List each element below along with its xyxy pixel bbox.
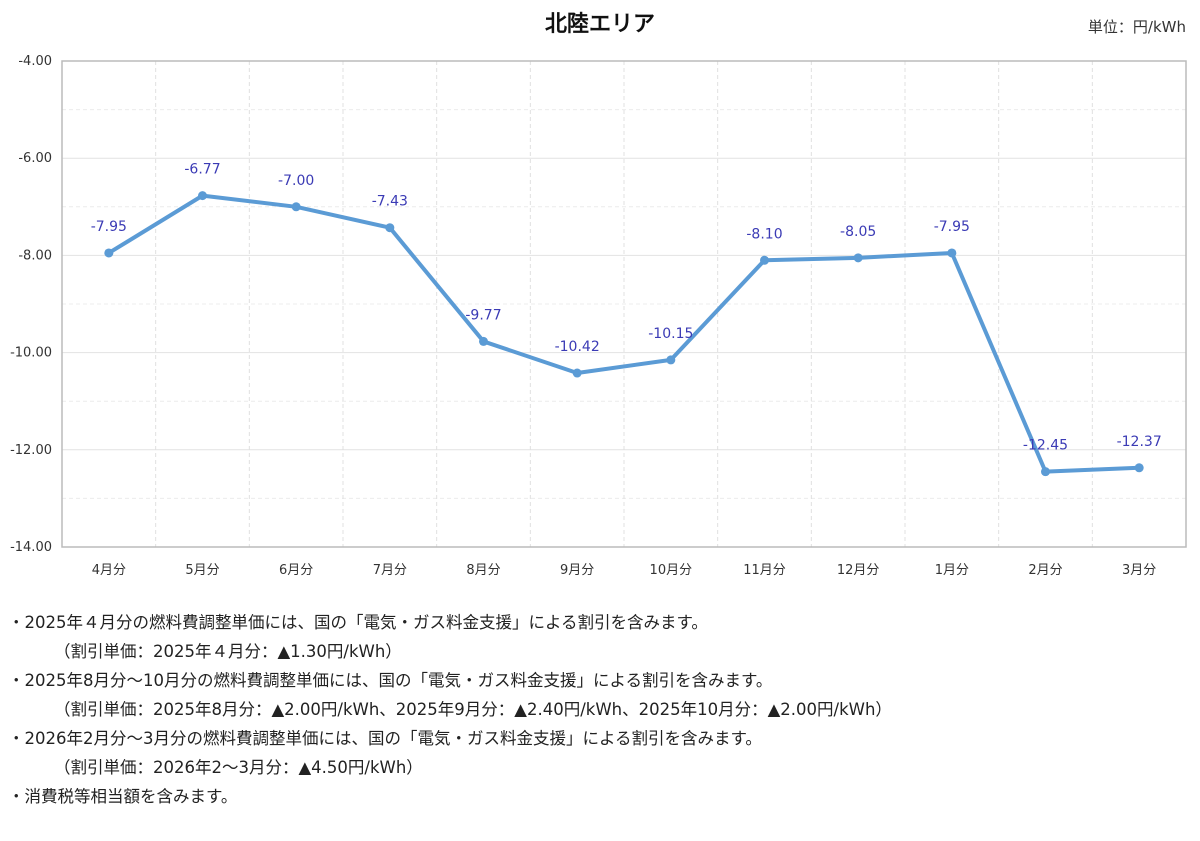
data-point (291, 202, 301, 212)
x-tick-label: 7月分 (373, 563, 407, 578)
data-point (947, 248, 957, 258)
x-tick-label: 6月分 (279, 563, 313, 578)
data-label: -9.77 (465, 307, 501, 323)
x-axis: 4月分 5月分 6月分 7月分 8月分 9月分 10月分 11月分 12月分 1月分 2月分 3月分 (92, 563, 1157, 578)
y-axis: -4.00 -6.00 -8.00 -10.00 -12.00 -14.00 (10, 54, 52, 555)
chart-title: 北陸エリア (544, 12, 655, 37)
y-tick-label: -8.00 (18, 248, 52, 263)
x-tick-label: 3月分 (1122, 563, 1156, 578)
data-point (760, 255, 769, 265)
data-label: -12.37 (1117, 434, 1162, 450)
data-point (1134, 463, 1144, 473)
data-point (666, 355, 676, 365)
footnote-1: ・2025年４月分の燃料費調整単価には、国の「電気・ガス料金支援」による割引を含… (8, 613, 708, 632)
x-tick-label: 12月分 (837, 563, 880, 578)
footnote-3: ・2026年2月分～3月分の燃料費調整単価には、国の「電気・ガス料金支援」による… (8, 729, 762, 748)
y-tick-label: -14.00 (10, 540, 52, 555)
data-label: -7.95 (934, 219, 970, 235)
x-tick-label: 9月分 (560, 563, 594, 578)
data-label: -8.10 (746, 226, 782, 242)
x-tick-label: 1月分 (935, 563, 969, 578)
y-tick-label: -6.00 (18, 151, 52, 166)
data-point (853, 253, 863, 263)
unit-label: 単位：円/kWh (1087, 18, 1186, 36)
footnote-4: ・消費税等相当額を含みます。 (8, 787, 238, 806)
y-tick-label: -12.00 (10, 443, 52, 458)
x-tick-label: 4月分 (92, 563, 126, 578)
data-label: -6.77 (184, 162, 220, 178)
footnote-3-detail: （割引単価：2026年2～3月分：▲4.50円/kWh） (54, 758, 423, 777)
data-point (479, 336, 488, 346)
data-label: -10.42 (555, 339, 600, 355)
footnotes: ・2025年４月分の燃料費調整単価には、国の「電気・ガス料金支援」による割引を含… (8, 608, 1188, 811)
data-labels: -7.95 -6.77 -7.00 -7.43 -9.77 -10.42 -10.15 -8.… (91, 162, 1162, 454)
data-point (104, 248, 114, 258)
line-chart: -4.00 -6.00 -8.00 -10.00 -12.00 -14.00 4月分 5月分… (10, 54, 1187, 578)
plot-area-border (61, 60, 1187, 548)
data-label: -12.45 (1023, 438, 1068, 454)
data-label: -7.43 (372, 194, 408, 210)
footnote-2: ・2025年8月分～10月分の燃料費調整単価には、国の「電気・ガス料金支援」によ… (8, 671, 773, 690)
data-label: -8.05 (840, 224, 876, 240)
grid-lines (62, 60, 1186, 548)
data-point (1041, 467, 1050, 477)
y-tick-label: -10.00 (10, 346, 52, 361)
data-label: -7.95 (91, 219, 127, 235)
series-line (106, 193, 1142, 474)
x-tick-label: 2月分 (1028, 563, 1062, 578)
series-layer (104, 191, 1144, 477)
x-tick-label: 11月分 (743, 563, 786, 578)
data-point (385, 223, 395, 233)
data-point (572, 368, 582, 378)
y-tick-label: -4.00 (18, 54, 52, 69)
data-label: -10.15 (648, 326, 693, 342)
x-tick-label: 5月分 (185, 563, 219, 578)
footnote-2-detail: （割引単価：2025年8月分：▲2.00円/kWh、2025年9月分：▲2.40… (54, 700, 892, 719)
footnote-1-detail: （割引単価：2025年４月分：▲1.30円/kWh） (54, 642, 402, 661)
x-tick-label: 10月分 (650, 563, 693, 578)
x-tick-label: 8月分 (466, 563, 500, 578)
data-point (198, 191, 207, 201)
data-label: -7.00 (278, 173, 314, 189)
